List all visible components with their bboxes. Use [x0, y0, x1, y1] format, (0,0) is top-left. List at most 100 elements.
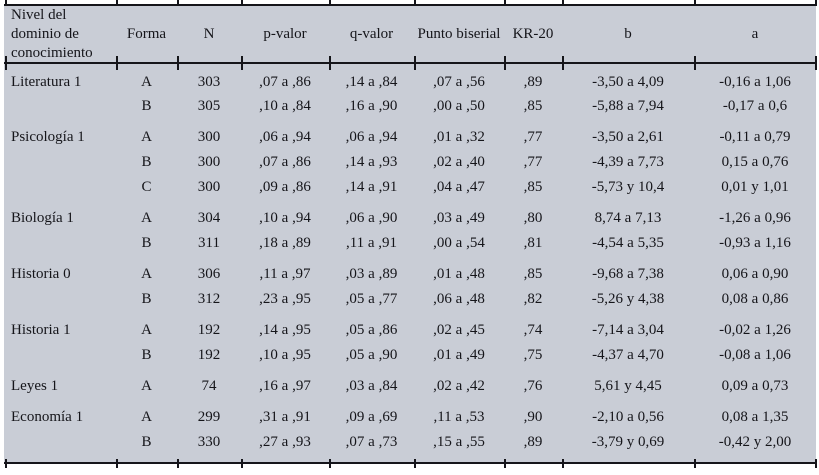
- cell-q-valor: ,03 a ,84: [345, 378, 398, 395]
- cell-punto-biserial: ,00 a ,50: [433, 98, 485, 115]
- cell-forma: B: [141, 154, 152, 171]
- cell-a: -0,93 a 1,16: [719, 235, 791, 252]
- table-row: B 300 ,07 a ,86 ,14 a ,93 ,02 a ,40 ,77 -4,39 …: [4, 150, 816, 175]
- table-row: B 305 ,10 a ,84 ,16 a ,90 ,00 a ,50 ,85 -5,88 …: [4, 94, 816, 119]
- cell-p-valor: ,18 a ,89: [259, 235, 311, 252]
- cell-q-valor: ,07 a ,73: [345, 434, 398, 451]
- column-tick: [177, 56, 179, 70]
- cell-p-valor: ,09 a ,86: [259, 179, 311, 196]
- cell-b: 8,74 a 7,13: [594, 210, 662, 227]
- cell-a: -1,26 a 0,96: [719, 210, 791, 227]
- column-header-q-valor: q-valor: [329, 6, 414, 65]
- cell-n: 303: [197, 73, 221, 90]
- table-row: Leyes 1 A 74 ,16 a ,97 ,03 a ,84 ,02 a ,42 ,76…: [4, 368, 816, 399]
- cell-kr20: ,74: [523, 322, 543, 339]
- cell-q-valor: ,03 a ,89: [345, 266, 398, 283]
- cell-a: 0,08 a 1,35: [721, 409, 789, 426]
- cell-p-valor: ,07 a ,86: [259, 154, 311, 171]
- column-tick: [414, 459, 416, 468]
- cell-b: -3,79 y 0,69: [591, 434, 665, 451]
- cell-b: -7,14 a 3,04: [592, 322, 664, 339]
- cell-n: 192: [197, 322, 221, 339]
- cell-a: 0,09 a 0,73: [721, 378, 789, 395]
- cell-a: 0,08 a 0,86: [721, 291, 789, 308]
- cell-q-valor: ,14 a ,84: [345, 73, 398, 90]
- cell-forma: A: [141, 73, 152, 90]
- table-row: C 300 ,09 a ,86 ,14 a ,91 ,04 a ,47 ,85 -5,73 …: [4, 175, 816, 200]
- cell-n: 300: [197, 129, 221, 146]
- cell-n: 312: [197, 291, 221, 308]
- cell-punto-biserial: ,02 a ,42: [433, 378, 485, 395]
- cell-punto-biserial: ,11 a ,53: [433, 409, 485, 426]
- cell-kr20: ,77: [523, 154, 543, 171]
- cell-punto-biserial: ,03 a ,49: [433, 210, 485, 227]
- cell-punto-biserial: ,15 a ,55: [433, 434, 485, 451]
- cell-a: -0,08 a 1,06: [719, 347, 791, 364]
- column-tick: [504, 56, 506, 70]
- cell-a: -0,11 a 0,79: [719, 129, 791, 146]
- cell-punto-biserial: ,01 a ,49: [433, 347, 485, 364]
- column-tick: [241, 0, 243, 6]
- column-tick: [694, 459, 696, 468]
- cell-b: -4,39 a 7,73: [592, 154, 664, 171]
- cell-kr20: ,76: [523, 378, 543, 395]
- column-tick: [116, 459, 118, 468]
- table-row: Biología 1 A 304 ,10 a ,94 ,06 a ,90 ,03 a ,4…: [4, 200, 816, 231]
- column-tick: [116, 56, 118, 70]
- column-tick: [5, 0, 7, 6]
- cell-forma: B: [141, 347, 152, 364]
- table-group: Historia 1 A 192 ,14 a ,95 ,05 a ,86 ,02 a ,4…: [4, 312, 816, 368]
- cell-n: 311: [198, 235, 220, 252]
- cell-forma: B: [141, 98, 152, 115]
- cell-b: -5,26 y 4,38: [591, 291, 665, 308]
- cell-b: -9,68 a 7,38: [592, 266, 664, 283]
- cell-kr20: ,85: [523, 98, 543, 115]
- column-header-a: a: [694, 6, 816, 65]
- cell-p-valor: ,06 a ,94: [259, 129, 311, 146]
- column-tick: [177, 0, 179, 6]
- cell-q-valor: ,14 a ,91: [345, 179, 398, 196]
- cell-q-valor: ,09 a ,69: [345, 409, 398, 426]
- cell-q-valor: ,06 a ,94: [345, 129, 398, 146]
- column-tick: [329, 0, 331, 6]
- column-header-p-valor: p-valor: [241, 6, 329, 65]
- cell-punto-biserial: ,06 a ,48: [433, 291, 485, 308]
- cell-domain: [4, 430, 116, 455]
- cell-kr20: ,89: [523, 73, 543, 90]
- cell-n: 300: [197, 179, 221, 196]
- cell-b: -3,50 a 4,09: [592, 73, 664, 90]
- cell-q-valor: ,11 a ,91: [345, 235, 398, 252]
- cell-n: 330: [197, 434, 221, 451]
- cell-b: -3,50 a 2,61: [592, 129, 664, 146]
- column-tick: [815, 459, 817, 468]
- column-tick: [694, 56, 696, 70]
- column-tick: [504, 0, 506, 6]
- cell-forma: A: [141, 129, 152, 146]
- cell-domain: Economía 1: [11, 409, 84, 426]
- cell-b: -4,54 a 5,35: [592, 235, 664, 252]
- cell-q-valor: ,06 a ,90: [345, 210, 398, 227]
- cell-domain: [4, 231, 116, 256]
- cell-p-valor: ,11 a ,97: [259, 266, 311, 283]
- cell-kr20: ,89: [523, 434, 543, 451]
- table-group: Biología 1 A 304 ,10 a ,94 ,06 a ,90 ,03 a ,4…: [4, 200, 816, 256]
- cell-domain: Historia 0: [11, 266, 71, 283]
- cell-p-valor: ,07 a ,86: [259, 73, 311, 90]
- cell-p-valor: ,10 a ,84: [259, 98, 311, 115]
- cell-n: 299: [197, 409, 221, 426]
- cell-q-valor: ,05 a ,86: [345, 322, 398, 339]
- column-tick: [562, 0, 564, 6]
- table-group: Historia 0 A 306 ,11 a ,97 ,03 a ,89 ,01 a ,4…: [4, 256, 816, 312]
- cell-n: 192: [197, 347, 221, 364]
- cell-forma: B: [141, 235, 152, 252]
- cell-domain: [4, 175, 116, 200]
- cell-q-valor: ,14 a ,93: [345, 154, 398, 171]
- cell-forma: A: [141, 210, 152, 227]
- cell-forma: A: [141, 322, 152, 339]
- column-tick: [5, 459, 7, 468]
- cell-kr20: ,85: [523, 266, 543, 283]
- table-row: Historia 0 A 306 ,11 a ,97 ,03 a ,89 ,01 a ,4…: [4, 256, 816, 287]
- cell-q-valor: ,16 a ,90: [345, 98, 398, 115]
- cell-forma: A: [141, 378, 152, 395]
